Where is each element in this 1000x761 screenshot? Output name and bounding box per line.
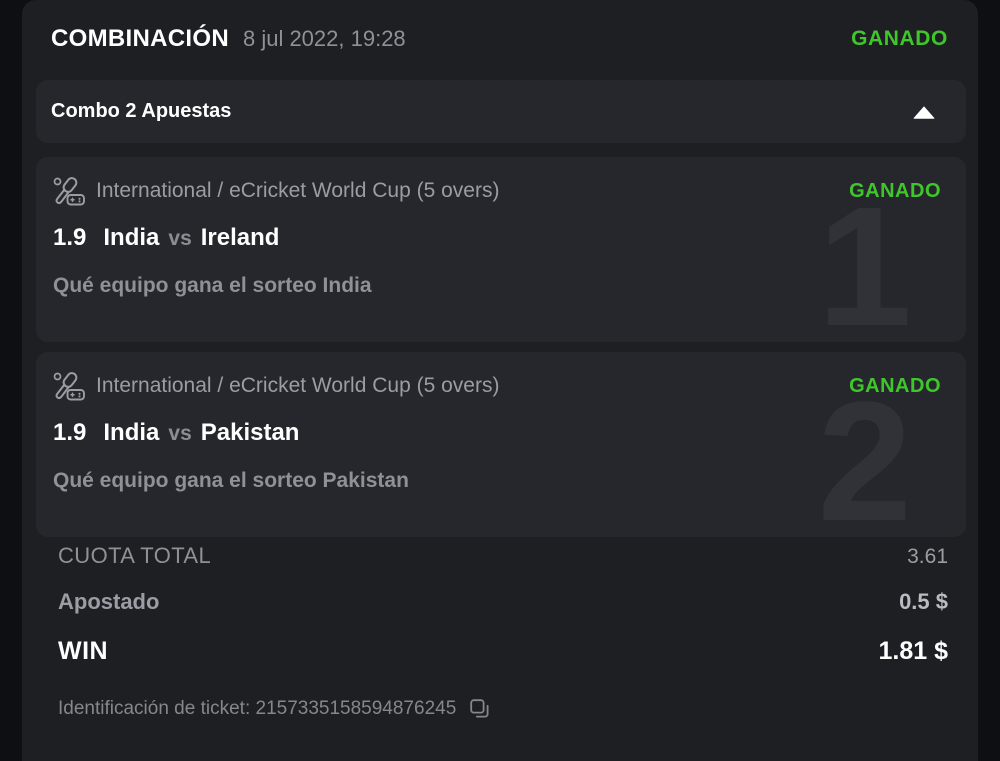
vs-separator: vs (168, 227, 192, 250)
total-odds-value: 3.61 (907, 545, 948, 568)
win-row: WIN 1.81 $ (58, 637, 948, 687)
bet-status-badge: GANADO (849, 179, 941, 202)
away-team: Pakistan (200, 419, 300, 446)
bet-selection-card[interactable]: 1 International / eCricket World Cup (5 … (36, 157, 966, 342)
bet-match-row: 1.9 India vs Ireland (51, 224, 951, 252)
total-odds-label: CUOTA TOTAL (58, 543, 212, 568)
vs-separator: vs (168, 422, 192, 445)
total-odds-row: CUOTA TOTAL 3.61 (58, 543, 948, 589)
bet-odds: 1.9 (53, 224, 87, 251)
ticket-header: COMBINACIÓN 8 jul 2022, 19:28 GANADO (22, 0, 978, 78)
ticket-id-text: Identificación de ticket: 21573351585948… (58, 698, 457, 719)
bet-ticket-panel: COMBINACIÓN 8 jul 2022, 19:28 GANADO Com… (22, 0, 978, 761)
stake-label: Apostado (58, 589, 160, 614)
bet-index-watermark: 2 (817, 367, 912, 537)
stake-row: Apostado 0.5 $ (58, 589, 948, 637)
bet-index-watermark: 1 (817, 172, 912, 342)
win-value: 1.81 $ (878, 637, 948, 665)
ticket-id-row: Identificación de ticket: 21573351585948… (58, 697, 492, 721)
bet-market-selection: Qué equipo gana el sorteo Pakistan (53, 469, 409, 492)
page-title: COMBINACIÓN (51, 25, 229, 52)
ticket-date: 8 jul 2022, 19:28 (242, 26, 406, 51)
combo-label: Combo 2 Apuestas (51, 100, 232, 122)
home-team: India (103, 419, 160, 446)
combo-header-bar[interactable]: Combo 2 Apuestas (36, 80, 966, 143)
bet-league-row: International / eCricket World Cup (5 ov… (51, 370, 951, 402)
ecricket-icon (51, 176, 85, 206)
bet-status-badge: GANADO (849, 374, 941, 397)
league-name: International / eCricket World Cup (5 ov… (96, 374, 500, 397)
bet-odds: 1.9 (53, 419, 87, 446)
bet-match-row: 1.9 India vs Pakistan (51, 419, 951, 447)
ecricket-icon (51, 371, 85, 401)
copy-icon[interactable] (468, 697, 492, 721)
bet-league-row: International / eCricket World Cup (5 ov… (51, 175, 951, 207)
home-team: India (103, 224, 160, 251)
triangle-up-icon[interactable] (909, 97, 939, 127)
bet-market-selection: Qué equipo gana el sorteo India (53, 274, 372, 297)
league-name: International / eCricket World Cup (5 ov… (96, 179, 500, 202)
status-badge: GANADO (851, 27, 948, 50)
ticket-summary: CUOTA TOTAL 3.61 Apostado 0.5 $ WIN 1.81… (58, 543, 948, 687)
stake-value: 0.5 $ (899, 589, 948, 614)
away-team: Ireland (200, 224, 280, 251)
win-label: WIN (58, 637, 109, 665)
bet-selection-card[interactable]: 2 International / eCricket World Cup (5 … (36, 352, 966, 537)
